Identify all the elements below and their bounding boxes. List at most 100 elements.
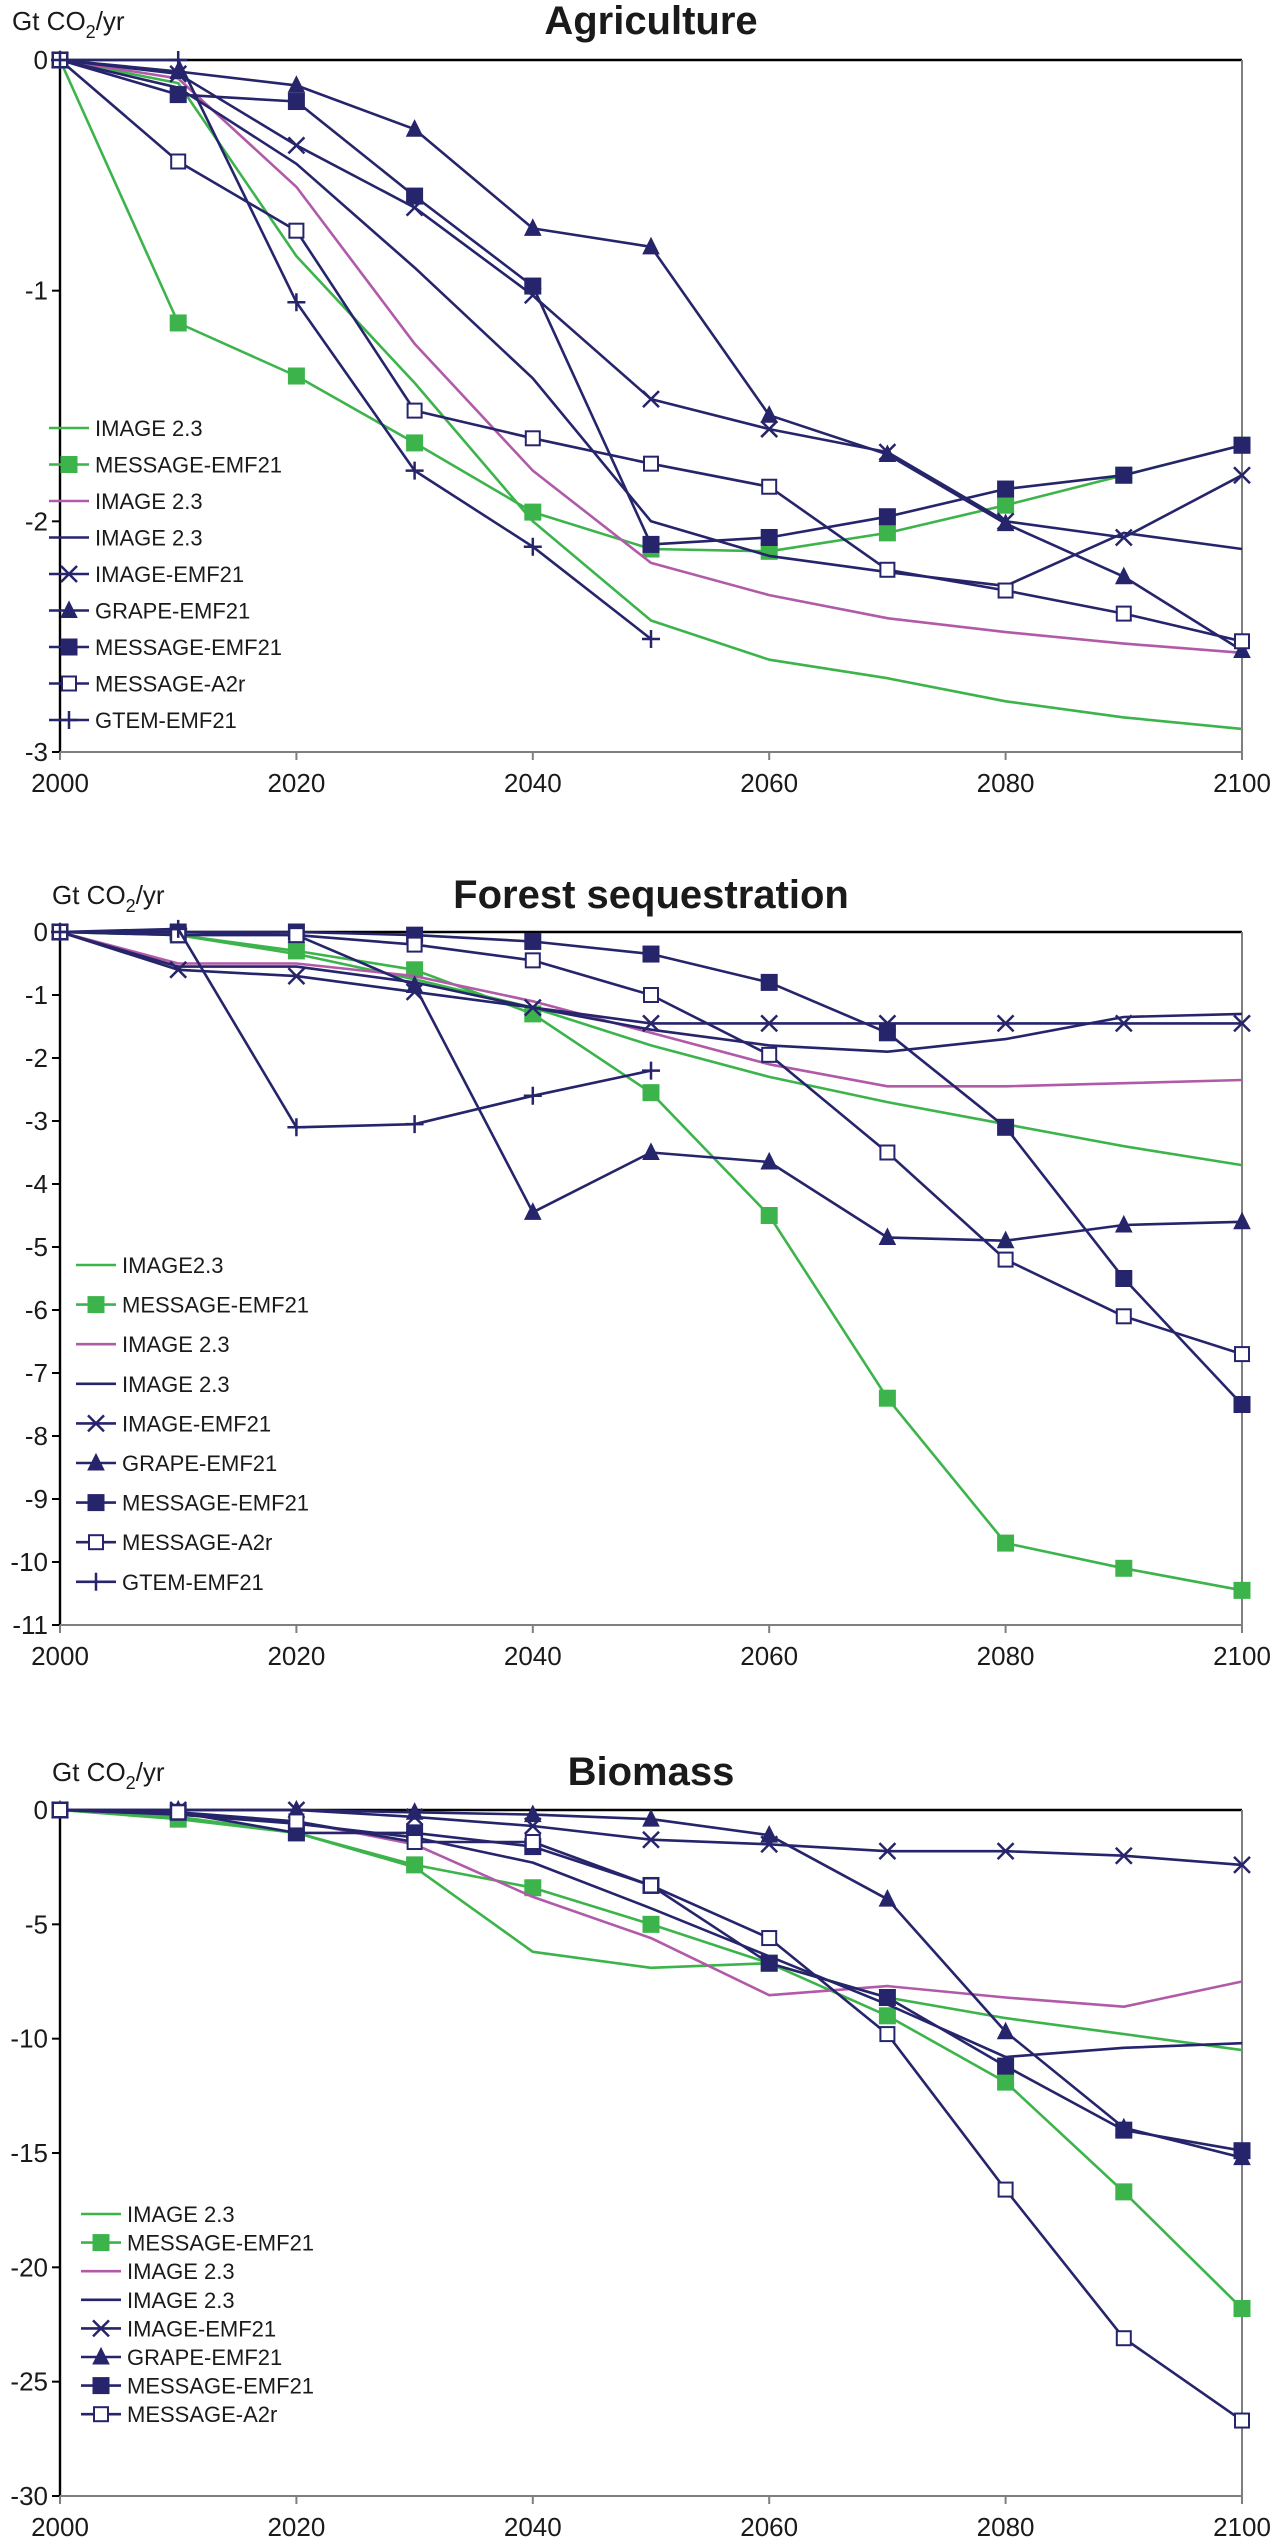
data-point	[879, 2008, 895, 2024]
data-point	[170, 87, 186, 103]
y-tick-label: -10	[10, 1547, 48, 1577]
legend-label: MESSAGE-EMF21	[127, 2231, 314, 2256]
legend-label: GTEM-EMF21	[122, 1570, 264, 1595]
data-point	[1117, 1309, 1131, 1323]
data-point	[171, 1805, 185, 1819]
data-point	[879, 1890, 895, 1906]
legend-item: MESSAGE-A2r	[76, 1530, 272, 1555]
legend-label: IMAGE-EMF21	[122, 1411, 271, 1436]
data-point	[644, 1878, 658, 1892]
series-image-2-3	[60, 1810, 1242, 2057]
data-point	[1116, 1560, 1132, 1576]
data-point	[998, 497, 1014, 513]
y-tick-label: -11	[12, 1610, 48, 1640]
data-point	[1234, 1582, 1250, 1598]
legend-label: IMAGE 2.3	[95, 526, 203, 551]
legend-label: GRAPE-EMF21	[95, 599, 250, 624]
legend-item: IMAGE 2.3	[49, 489, 203, 514]
y-tick-label: -6	[25, 1295, 48, 1325]
legend-item: MESSAGE-A2r	[49, 672, 245, 697]
series-message-emf21	[52, 1802, 1250, 2159]
data-point	[288, 137, 304, 153]
data-point	[526, 953, 540, 967]
data-point	[170, 315, 186, 331]
data-point	[1116, 1271, 1132, 1287]
series-message-a2r	[53, 53, 1249, 648]
charts-figure: 0-1-2-32000 2020 2040 2060 2080 2100Agricultu…	[0, 0, 1280, 2546]
data-point	[1234, 2300, 1250, 2316]
data-point	[880, 563, 894, 577]
legend-item: GRAPE-EMF21	[76, 1451, 277, 1476]
series-line	[60, 1810, 1242, 2158]
data-point	[1117, 2331, 1131, 2345]
data-point	[644, 457, 658, 471]
data-point	[643, 1085, 659, 1101]
data-point	[998, 2058, 1014, 2074]
legend: IMAGE 2.3MESSAGE-EMF21IMAGE 2.3IMAGE 2.3…	[81, 2202, 314, 2427]
legend-label: MESSAGE-EMF21	[127, 2374, 314, 2399]
data-point	[880, 1146, 894, 1160]
legend-label: IMAGE 2.3	[122, 1372, 230, 1397]
legend-marker	[88, 1297, 104, 1313]
legend-item: MESSAGE-EMF21	[76, 1293, 309, 1318]
data-point	[525, 219, 541, 235]
y-tick-label: -1	[25, 276, 48, 306]
data-point	[761, 1208, 777, 1224]
data-point	[879, 525, 895, 541]
legend-item: IMAGE 2.3	[49, 526, 203, 551]
legend-label: IMAGE 2.3	[127, 2259, 235, 2284]
y-tick-label: 0	[34, 45, 48, 75]
y-tick-label: -25	[10, 2367, 48, 2397]
legend-label: IMAGE 2.3	[95, 489, 203, 514]
legend-item: MESSAGE-EMF21	[81, 2231, 314, 2256]
legend-label: IMAGE 2.3	[95, 416, 203, 441]
legend-label: IMAGE-EMF21	[95, 562, 244, 587]
legend-label: GRAPE-EMF21	[127, 2345, 282, 2370]
data-point	[999, 1253, 1013, 1267]
data-point	[762, 1931, 776, 1945]
data-point	[1234, 437, 1250, 453]
legend-item: IMAGE 2.3	[76, 1372, 230, 1397]
legend: IMAGE 2.3MESSAGE-EMF21IMAGE 2.3IMAGE 2.3…	[49, 416, 282, 733]
legend-label: MESSAGE-A2r	[122, 1530, 272, 1555]
x-tick-label: 2020	[267, 2512, 325, 2542]
data-point	[762, 1048, 776, 1062]
legend-label: MESSAGE-EMF21	[122, 1293, 309, 1318]
data-point	[1116, 467, 1132, 483]
y-tick-label: -2	[25, 506, 48, 536]
x-tick-label: 2000	[31, 768, 89, 798]
data-point	[643, 1916, 659, 1932]
legend-marker	[88, 1495, 104, 1511]
data-point	[998, 481, 1014, 497]
legend-label: MESSAGE-EMF21	[122, 1491, 309, 1516]
data-point	[408, 404, 422, 418]
legend-marker	[94, 2407, 108, 2421]
legend-item: IMAGE-EMF21	[81, 2316, 276, 2341]
data-point	[761, 1955, 777, 1971]
data-point	[643, 536, 659, 552]
series-image-2-3	[60, 60, 1242, 586]
y-tick-label: -15	[10, 2138, 48, 2168]
legend-item: IMAGE 2.3	[76, 1332, 230, 1357]
x-tick-label: 2060	[740, 2512, 798, 2542]
chart-title: Biomass	[568, 1750, 735, 1794]
y-tick-label: -7	[25, 1358, 48, 1388]
data-point	[1117, 607, 1131, 621]
series-image-emf21	[52, 924, 1250, 1031]
data-point	[406, 1115, 424, 1133]
data-point	[524, 1087, 542, 1105]
legend-marker	[61, 639, 77, 655]
y-tick-label: -4	[25, 1169, 48, 1199]
y-tick-label: -1	[25, 980, 48, 1010]
data-point	[407, 1857, 423, 1873]
data-point	[525, 933, 541, 949]
y-tick-label: -8	[25, 1421, 48, 1451]
x-tick-label: 2040	[504, 1641, 562, 1671]
legend-marker	[61, 457, 77, 473]
y-axis-unit-label: Gt CO2/yr	[52, 1757, 165, 1793]
y-tick-label: 0	[34, 1795, 48, 1825]
data-point	[643, 1144, 659, 1160]
data-point	[525, 504, 541, 520]
